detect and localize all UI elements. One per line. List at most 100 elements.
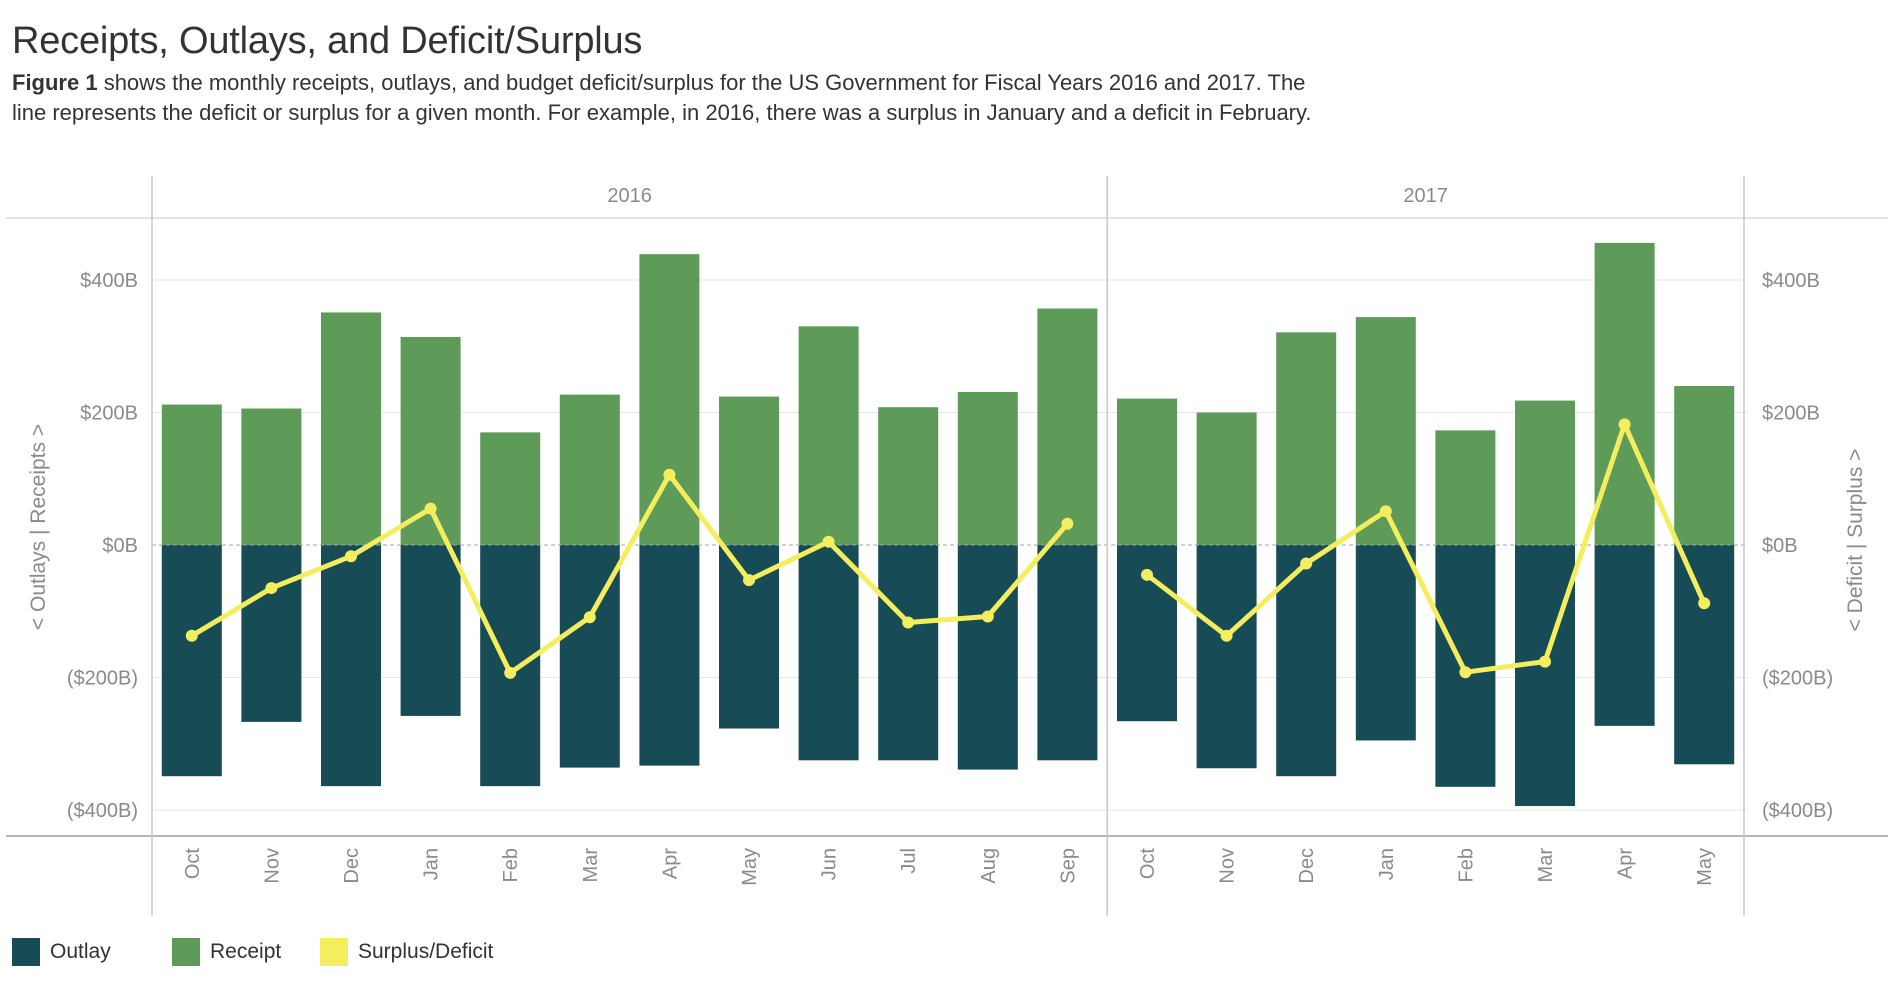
surplus-deficit-point: [822, 535, 835, 548]
surplus-deficit-point: [1459, 666, 1472, 679]
outlay-bar: [241, 545, 302, 722]
right-axis-title: < Deficit | Surplus >: [1844, 449, 1867, 632]
surplus-deficit-point: [1061, 517, 1074, 530]
outlay-bar: [798, 545, 859, 761]
x-tick-label: Jan: [1376, 848, 1398, 880]
left-axis-title: < Outlays | Receipts >: [27, 424, 50, 630]
receipt-bar: [559, 394, 620, 545]
receipt-bar: [1037, 308, 1098, 545]
surplus-deficit-point: [583, 611, 596, 624]
bars-layer: [161, 242, 1735, 807]
surplus-deficit-line: [1144, 421, 1707, 675]
x-tick-label: Apr: [1615, 848, 1637, 879]
x-tick-label: Oct: [182, 848, 204, 880]
outlay-bar: [1355, 545, 1416, 741]
x-tick-label: Aug: [978, 848, 1000, 884]
surplus-deficit-point: [1220, 629, 1233, 642]
y-tick-label-left: $400B: [80, 270, 138, 292]
panel-header: 2016: [607, 185, 652, 207]
y-tick-label-right: ($200B): [1762, 668, 1833, 690]
frame-layer: [6, 176, 1888, 916]
surplus-deficit-point: [981, 610, 994, 623]
receipt-bar: [1515, 400, 1575, 545]
x-tick-label: Sep: [1057, 848, 1079, 884]
y-tick-label-left: $0B: [102, 535, 138, 557]
x-tick-label: Feb: [1455, 848, 1477, 882]
surplus-deficit-point: [265, 582, 278, 595]
surplus-deficit-point: [1300, 557, 1313, 570]
receipt-bar: [1435, 430, 1496, 545]
x-tick-label: Nov: [261, 848, 283, 884]
y-tick-label-left: ($400B): [67, 800, 138, 822]
x-tick-label: May: [739, 848, 761, 886]
surplus-deficit-point: [1698, 597, 1711, 610]
surplus-deficit-point: [1539, 655, 1551, 668]
receipt-bar: [480, 432, 541, 545]
outlay-bar: [1037, 545, 1098, 761]
outlay-bar: [1515, 545, 1575, 807]
x-tick-label: Jun: [819, 848, 841, 880]
chart: $400B $400B $200B $200B $0B $0B ($200B) ($200B)…: [6, 176, 1888, 916]
y-tick-label-right: $200B: [1762, 403, 1820, 425]
surplus-deficit-point: [663, 468, 676, 481]
y-tick-label-right: ($400B): [1762, 800, 1833, 822]
surplus-deficit-point: [345, 550, 357, 563]
chart-description: Figure 1 shows the monthly receipts, out…: [12, 68, 1312, 128]
receipt-bar: [241, 408, 302, 545]
x-tick-label: Dec: [1296, 848, 1318, 884]
x-tick-label: Jan: [421, 848, 443, 880]
surplus-deficit-point: [1379, 505, 1392, 518]
legend-label-outlay: Outlay: [50, 940, 111, 963]
x-tick-label: Mar: [580, 848, 602, 883]
receipt-bar: [719, 396, 779, 545]
receipt-bar: [957, 391, 1018, 545]
line-layer: [185, 418, 1711, 679]
x-tick-label: Jul: [898, 848, 920, 874]
y-tick-label-left: $200B: [80, 403, 138, 425]
surplus-deficit-point: [424, 502, 437, 515]
receipt-bar: [1674, 386, 1735, 545]
x-tick-label: Apr: [659, 848, 681, 879]
receipt-bar: [161, 404, 222, 545]
outlay-bar: [321, 545, 381, 787]
y-tick-label-right: $400B: [1762, 270, 1820, 292]
surplus-deficit-point: [743, 574, 755, 587]
surplus-deficit-point: [1141, 568, 1153, 581]
outlay-bar: [878, 545, 939, 761]
receipt-bar: [321, 312, 381, 545]
description-text: shows the monthly receipts, outlays, and…: [12, 70, 1312, 125]
legend-swatch-surplus-deficit: [320, 938, 348, 966]
outlay-bar: [1196, 545, 1257, 769]
receipt-bar: [878, 407, 939, 545]
figure-reference: Figure 1: [12, 70, 98, 95]
receipt-bar: [1117, 398, 1177, 545]
outlay-bar: [1594, 545, 1655, 726]
receipt-bar: [798, 326, 859, 545]
panel-header: 2017: [1403, 185, 1448, 207]
legend-label-receipt: Receipt: [210, 940, 282, 963]
outlay-bar: [957, 545, 1018, 770]
x-tick-label: Oct: [1137, 848, 1159, 880]
receipt-bar: [639, 254, 700, 545]
text-layer: $400B $400B $200B $200B $0B $0B ($200B) ($200B)…: [27, 185, 1867, 886]
surplus-deficit-point: [902, 616, 915, 629]
outlay-bar: [1674, 545, 1735, 765]
x-tick-label: Nov: [1217, 848, 1239, 884]
surplus-deficit-point: [185, 629, 198, 642]
outlay-bar: [639, 545, 700, 766]
outlay-bar: [1435, 545, 1496, 787]
receipt-bar: [1594, 242, 1655, 545]
legend-swatch-receipt: [172, 938, 200, 966]
y-tick-label-right: $0B: [1762, 535, 1798, 557]
surplus-deficit-line: [189, 472, 1070, 676]
x-tick-label: Feb: [500, 848, 522, 882]
surplus-deficit-point: [1618, 418, 1631, 431]
legend-swatch-outlay: [12, 938, 40, 966]
x-tick-label: May: [1694, 848, 1716, 886]
outlay-bar: [161, 545, 222, 777]
legend-label-surplus-deficit: Surplus/Deficit: [358, 940, 494, 963]
chart-title: Receipts, Outlays, and Deficit/Surplus: [12, 20, 643, 62]
surplus-deficit-point: [504, 666, 517, 679]
outlay-bar: [480, 545, 541, 787]
x-tick-label: Mar: [1535, 848, 1557, 883]
